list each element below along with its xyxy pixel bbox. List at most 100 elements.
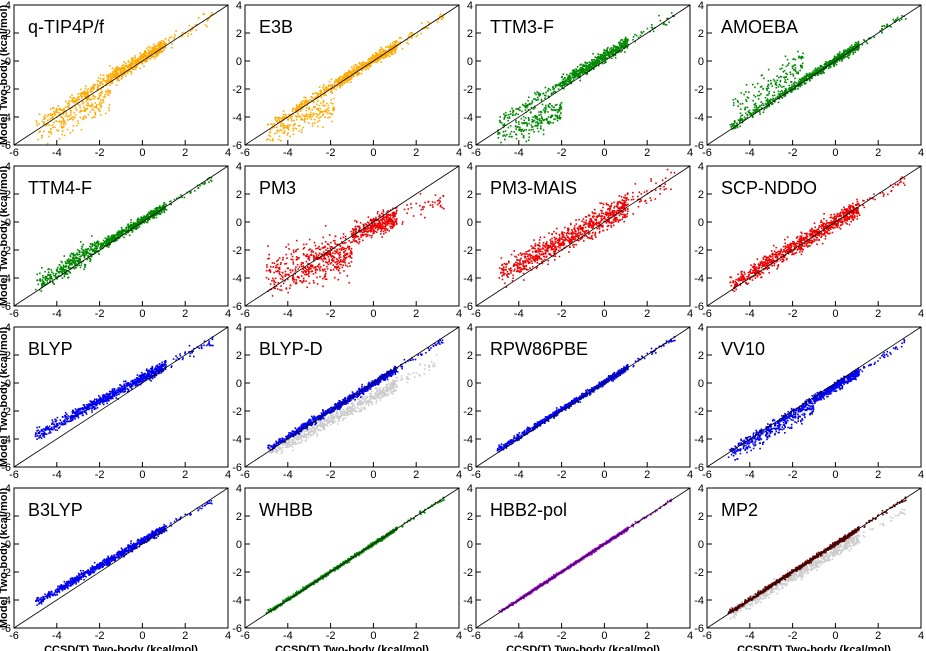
data-point (75, 109, 78, 111)
data-point (155, 55, 157, 57)
data-point (86, 91, 89, 94)
data-point (552, 85, 554, 88)
data-point (812, 70, 814, 73)
data-point (568, 74, 571, 77)
data-point (558, 83, 560, 85)
data-point (797, 88, 799, 90)
data-point (530, 106, 533, 109)
data-point (508, 117, 511, 119)
data-point (47, 278, 50, 280)
data-point (854, 43, 856, 46)
data-point (119, 231, 122, 233)
data-point (524, 121, 527, 124)
data-point (304, 101, 306, 104)
data-point (92, 85, 95, 88)
data-point (844, 49, 847, 52)
data-point (634, 33, 636, 36)
data-point (296, 109, 299, 111)
data-point (349, 74, 352, 76)
data-point (133, 224, 135, 226)
data-point (334, 80, 336, 83)
data-point (580, 71, 583, 74)
data-point (272, 145, 274, 147)
data-point (298, 106, 300, 109)
data-point (843, 55, 846, 58)
data-point (781, 67, 783, 70)
data-point (818, 69, 820, 72)
data-point (797, 72, 800, 75)
data-point (93, 86, 95, 89)
data-point (780, 96, 783, 99)
y-tick-label: 0 (236, 56, 242, 68)
data-point (759, 86, 762, 88)
data-point (346, 275, 349, 277)
data-points (497, 12, 675, 145)
data-point (814, 67, 817, 70)
data-point (344, 75, 347, 77)
data-point (329, 245, 332, 248)
data-point (41, 136, 43, 139)
data-point (170, 42, 173, 45)
data-point (388, 52, 390, 55)
data-point (505, 133, 508, 136)
data-point (67, 276, 69, 279)
data-point (394, 52, 397, 54)
data-point (526, 104, 529, 106)
data-point (118, 230, 120, 232)
data-point (137, 220, 140, 223)
data-point (153, 211, 156, 213)
data-point (342, 246, 344, 249)
data-point (85, 91, 87, 94)
data-point (366, 63, 369, 65)
data-point (299, 115, 302, 118)
data-point (143, 65, 145, 68)
data-point (132, 221, 135, 224)
data-point (339, 84, 342, 86)
data-point (820, 68, 822, 71)
data-point (538, 122, 540, 125)
data-point (127, 61, 130, 63)
data-point (100, 80, 103, 83)
data-point (563, 77, 566, 80)
data-point (528, 132, 530, 135)
data-point (156, 54, 158, 56)
data-point (377, 57, 380, 60)
y-tick-label: -6 (694, 140, 704, 152)
data-point (107, 106, 110, 109)
data-point (753, 106, 756, 109)
data-point (128, 66, 131, 69)
data-point (616, 45, 619, 48)
data-point (752, 83, 754, 86)
data-point (598, 62, 601, 64)
data-point (384, 231, 387, 234)
x-tick-label: 4 (225, 308, 231, 320)
data-point (292, 108, 294, 110)
data-point (559, 104, 561, 107)
data-point (544, 110, 547, 113)
data-point (862, 39, 865, 41)
data-point (558, 117, 561, 120)
data-point (836, 58, 838, 61)
data-point (830, 61, 832, 63)
data-point (71, 262, 73, 264)
data-point (585, 66, 587, 68)
data-point (538, 119, 541, 122)
data-point (99, 101, 101, 104)
data-point (563, 80, 566, 83)
data-point (381, 222, 384, 225)
data-point (794, 58, 797, 61)
data-point (143, 60, 145, 62)
data-point (641, 32, 643, 34)
data-point (292, 125, 295, 127)
data-point (69, 117, 72, 120)
data-point (624, 38, 626, 41)
data-point (164, 207, 166, 210)
data-point (411, 34, 413, 36)
data-point (376, 61, 378, 64)
data-point (393, 45, 395, 48)
data-point (793, 58, 795, 60)
data-point (60, 268, 62, 271)
data-point (805, 73, 808, 75)
data-point (138, 60, 140, 63)
data-point (753, 109, 755, 112)
